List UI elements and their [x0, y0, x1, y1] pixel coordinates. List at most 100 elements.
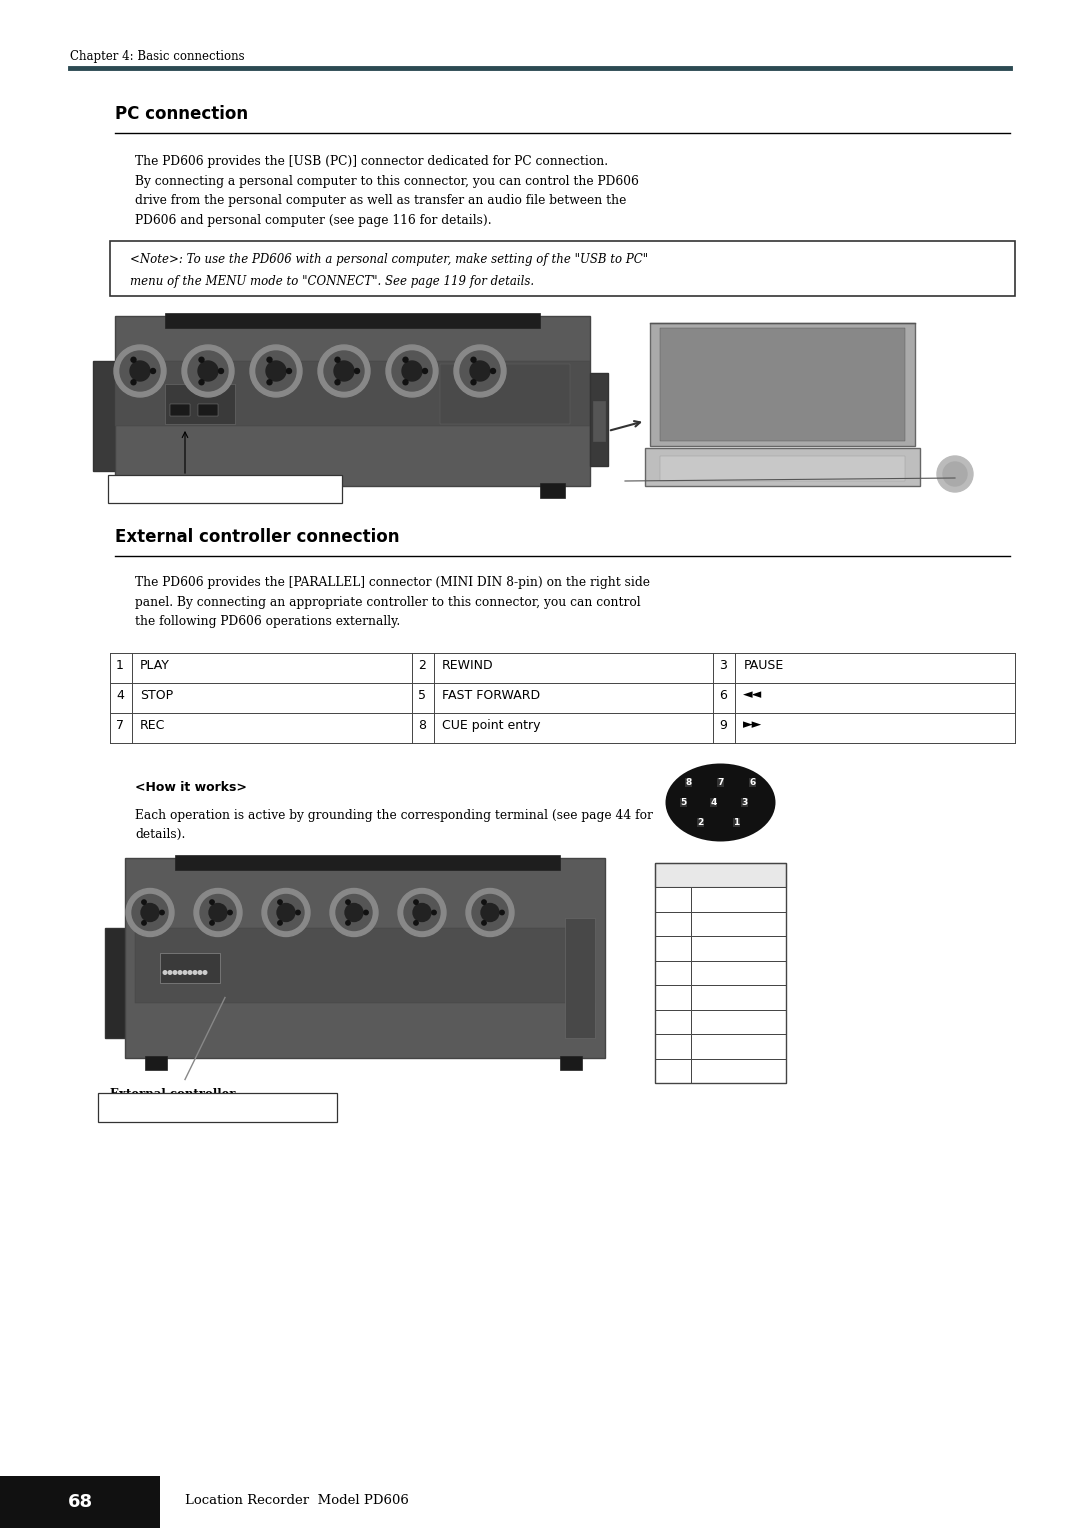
Circle shape — [402, 361, 422, 380]
Text: 7: 7 — [670, 1041, 677, 1053]
Bar — [691, 961, 786, 986]
Circle shape — [266, 361, 286, 380]
Text: <Note>: To use the PD606 with a personal computer, make setting of the "USB to P: <Note>: To use the PD606 with a personal… — [130, 254, 648, 266]
Bar — [170, 403, 190, 416]
Text: The PD606 provides the [PARALLEL] connector (MINI DIN 8-pin) on the right side: The PD606 provides the [PARALLEL] connec… — [135, 576, 650, 588]
Circle shape — [262, 888, 310, 937]
Text: The PD606 provides the [USB (PC)] connector dedicated for PC connection.: The PD606 provides the [USB (PC)] connec… — [135, 154, 608, 168]
Bar — [757, 460, 808, 480]
Circle shape — [392, 351, 432, 391]
Circle shape — [324, 351, 364, 391]
Circle shape — [404, 894, 440, 931]
Circle shape — [210, 900, 214, 905]
Ellipse shape — [665, 764, 775, 842]
Bar — [654, 1034, 786, 1059]
Circle shape — [228, 911, 232, 915]
Text: 5: 5 — [680, 798, 687, 807]
Text: FF: FF — [732, 1065, 745, 1077]
Circle shape — [267, 380, 272, 385]
Circle shape — [183, 345, 234, 397]
Circle shape — [403, 358, 408, 362]
Bar — [660, 329, 905, 442]
Circle shape — [203, 970, 206, 975]
Text: Location Recorder  Model PD606: Location Recorder Model PD606 — [185, 1493, 409, 1507]
Circle shape — [188, 970, 192, 975]
Bar — [654, 986, 691, 1010]
Bar — [691, 1010, 786, 1034]
Bar — [654, 961, 691, 986]
Circle shape — [199, 380, 204, 385]
Bar — [110, 241, 1015, 296]
Circle shape — [163, 970, 166, 975]
Bar — [691, 912, 786, 937]
Bar — [654, 937, 691, 961]
Circle shape — [141, 900, 146, 905]
Bar — [590, 373, 608, 466]
Bar — [93, 361, 114, 471]
Bar — [654, 912, 786, 937]
Text: PAUSE: PAUSE — [743, 659, 784, 671]
Bar — [198, 403, 218, 416]
Text: ►►: ►► — [743, 718, 762, 732]
Text: 9: 9 — [719, 718, 727, 732]
Circle shape — [178, 970, 181, 975]
Circle shape — [354, 368, 360, 373]
Bar — [565, 917, 595, 1038]
Text: REC: REC — [727, 941, 751, 955]
Text: details).: details). — [135, 828, 186, 840]
Circle shape — [386, 345, 438, 397]
Circle shape — [194, 888, 242, 937]
Circle shape — [364, 911, 368, 915]
Circle shape — [160, 911, 164, 915]
Text: By connecting a personal computer to this connector, you can control the PD606: By connecting a personal computer to thi… — [135, 174, 639, 188]
Circle shape — [126, 888, 174, 937]
Circle shape — [256, 351, 296, 391]
Text: PC connection: PC connection — [114, 105, 248, 122]
Text: Chapter 4: Basic connections: Chapter 4: Basic connections — [70, 50, 245, 63]
Text: SHIFT: SHIFT — [721, 992, 755, 1004]
Bar — [165, 384, 235, 423]
Bar — [165, 313, 540, 329]
Circle shape — [193, 970, 197, 975]
Circle shape — [413, 903, 431, 921]
Text: REW: REW — [725, 1016, 752, 1028]
Circle shape — [482, 900, 486, 905]
Circle shape — [199, 358, 204, 362]
Circle shape — [943, 461, 967, 486]
Bar — [654, 986, 786, 1010]
Bar — [654, 1059, 691, 1083]
Bar — [654, 1034, 691, 1059]
FancyBboxPatch shape — [98, 1093, 337, 1122]
Text: STOP: STOP — [724, 917, 754, 931]
Bar — [654, 1010, 786, 1034]
Bar — [660, 455, 905, 481]
Bar — [114, 361, 590, 426]
Bar — [0, 1476, 160, 1528]
Circle shape — [173, 970, 177, 975]
Bar — [691, 1059, 786, 1083]
Circle shape — [130, 361, 150, 380]
Bar — [691, 986, 786, 1010]
Circle shape — [470, 361, 490, 380]
Text: 6: 6 — [670, 1016, 677, 1028]
Circle shape — [276, 903, 295, 921]
Circle shape — [114, 345, 166, 397]
Text: PLAY: PLAY — [725, 892, 753, 906]
Text: PARALLEL: PARALLEL — [686, 868, 755, 882]
Bar — [654, 937, 786, 961]
Bar — [654, 1010, 691, 1034]
Circle shape — [132, 894, 168, 931]
Text: 4: 4 — [116, 689, 124, 701]
Circle shape — [141, 921, 146, 924]
Bar — [145, 483, 170, 498]
Text: 3: 3 — [741, 798, 747, 807]
Text: 1: 1 — [116, 659, 124, 671]
Circle shape — [131, 380, 136, 385]
Text: panel. By connecting an appropriate controller to this connector, you can contro: panel. By connecting an appropriate cont… — [135, 596, 640, 608]
Circle shape — [471, 380, 476, 385]
Text: 68: 68 — [67, 1493, 93, 1511]
Text: ◄◄: ◄◄ — [743, 689, 762, 701]
Text: drive from the personal computer as well as transfer an audio file between the: drive from the personal computer as well… — [135, 194, 626, 206]
Circle shape — [210, 921, 214, 924]
Circle shape — [198, 361, 218, 380]
